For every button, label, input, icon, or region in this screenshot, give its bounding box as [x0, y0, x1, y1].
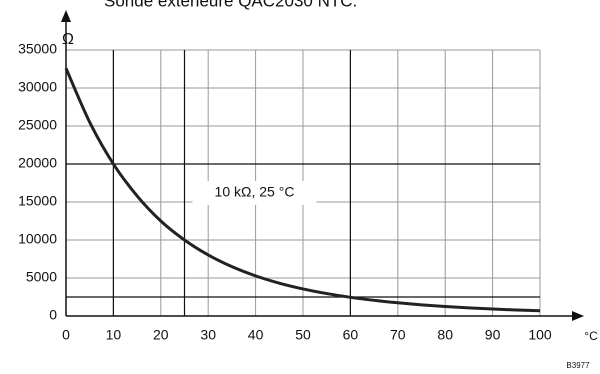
y-tick-label: 25000 — [18, 117, 57, 133]
x-tick-label: 90 — [485, 327, 501, 343]
x-tick-label: 100 — [528, 327, 552, 343]
x-tick-label: 60 — [343, 327, 359, 343]
x-tick-label: 20 — [153, 327, 169, 343]
y-axis-arrow — [61, 10, 71, 22]
annotation-box — [192, 181, 317, 205]
x-axis-label: °C — [584, 329, 598, 343]
y-tick-label: 30000 — [18, 79, 57, 95]
y-tick-label: 5000 — [26, 269, 57, 285]
x-tick-label: 0 — [62, 327, 70, 343]
x-tick-label: 30 — [200, 327, 216, 343]
x-tick-label: 50 — [295, 327, 311, 343]
figure-code: B3977 — [566, 361, 590, 370]
chart-title: Sonde extérieure QAC2030 NTC. — [104, 0, 357, 10]
y-tick-label: 35000 — [18, 41, 57, 57]
x-axis-arrow — [572, 311, 584, 321]
y-tick-label: 20000 — [18, 155, 57, 171]
y-tick-label: 10000 — [18, 231, 57, 247]
curve — [64, 67, 541, 313]
y-tick-label: 15000 — [18, 193, 57, 209]
annotation: 10 kΩ, 25 °C — [215, 184, 295, 200]
x-tick-label: 40 — [248, 327, 264, 343]
x-tick-label: 80 — [437, 327, 453, 343]
x-tick-label: 10 — [106, 327, 122, 343]
x-tick-label: 70 — [390, 327, 406, 343]
y-axis-label: Ω — [62, 31, 74, 48]
y-tick-label: 0 — [49, 307, 57, 323]
